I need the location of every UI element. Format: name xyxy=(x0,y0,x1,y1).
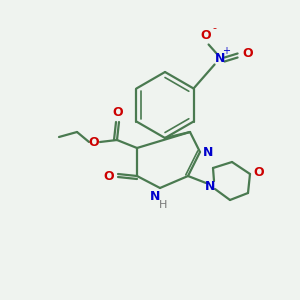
Text: O: O xyxy=(254,166,264,178)
Text: N: N xyxy=(205,179,215,193)
Text: O: O xyxy=(104,169,114,182)
Text: -: - xyxy=(213,23,217,34)
Text: N: N xyxy=(203,146,213,158)
Text: O: O xyxy=(89,136,99,148)
Text: O: O xyxy=(242,47,253,60)
Text: O: O xyxy=(200,29,211,42)
Text: N: N xyxy=(214,52,225,65)
Text: O: O xyxy=(113,106,123,119)
Text: H: H xyxy=(159,200,167,210)
Text: +: + xyxy=(222,46,230,56)
Text: N: N xyxy=(150,190,160,203)
